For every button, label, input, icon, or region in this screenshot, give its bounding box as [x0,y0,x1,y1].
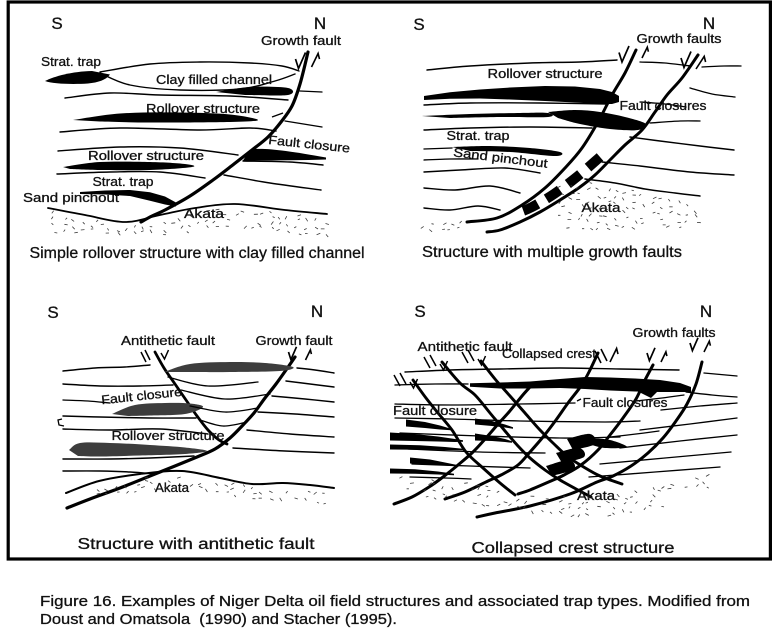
svg-text:Structure with multiple growth: Structure with multiple growth faults [422,244,682,261]
svg-text:Antithetic fault: Antithetic fault [121,334,216,348]
svg-text:Structure with antithetic faul: Structure with antithetic fault [78,536,316,553]
svg-text:Akata: Akata [184,207,224,221]
svg-text:Rollover structure: Rollover structure [488,67,603,81]
svg-text:S: S [413,15,424,34]
svg-text:N: N [311,302,323,321]
svg-text:N: N [314,14,326,33]
svg-text:Strat. trap: Strat. trap [93,175,154,189]
svg-text:Strat. trap: Strat. trap [447,129,510,143]
svg-text:Rollover structure: Rollover structure [88,149,204,163]
svg-text:S: S [47,303,58,322]
svg-text:Akata: Akata [155,481,189,495]
svg-text:Rollover structure: Rollover structure [112,429,225,443]
svg-text:Fault closure: Fault closure [393,404,477,418]
svg-text:Akata: Akata [577,489,615,503]
svg-text:Growth fault: Growth fault [261,34,342,48]
svg-text:Fault closures: Fault closures [620,99,707,113]
svg-text:S: S [414,302,425,321]
svg-text:Collapsed crest structure: Collapsed crest structure [472,540,675,557]
svg-text:Sand pinchout: Sand pinchout [23,191,120,205]
svg-text:Antithetic fault: Antithetic fault [418,340,514,354]
svg-text:Strat. trap: Strat. trap [41,55,101,69]
svg-text:Growth faults: Growth faults [633,326,716,340]
svg-text:N: N [703,14,715,33]
svg-text:Simple rollover structure with: Simple rollover structure with clay fill… [30,245,365,262]
svg-text:N: N [700,302,712,321]
svg-text:Figure 16. Examples of Niger D: Figure 16. Examples of Niger Delta oil f… [40,593,750,610]
svg-text:Growth faults: Growth faults [637,32,722,46]
svg-text:Growth fault: Growth fault [256,334,334,348]
svg-text:Fault closures: Fault closures [583,396,668,410]
svg-text:Collapsed crest: Collapsed crest [502,347,597,361]
svg-text:Clay filled channel: Clay filled channel [156,73,272,87]
svg-text:S: S [51,14,62,33]
svg-text:Akata: Akata [582,201,621,215]
svg-text:Doust and Omatsola (1990) and: Doust and Omatsola (1990) and Stacher (1… [40,611,397,628]
